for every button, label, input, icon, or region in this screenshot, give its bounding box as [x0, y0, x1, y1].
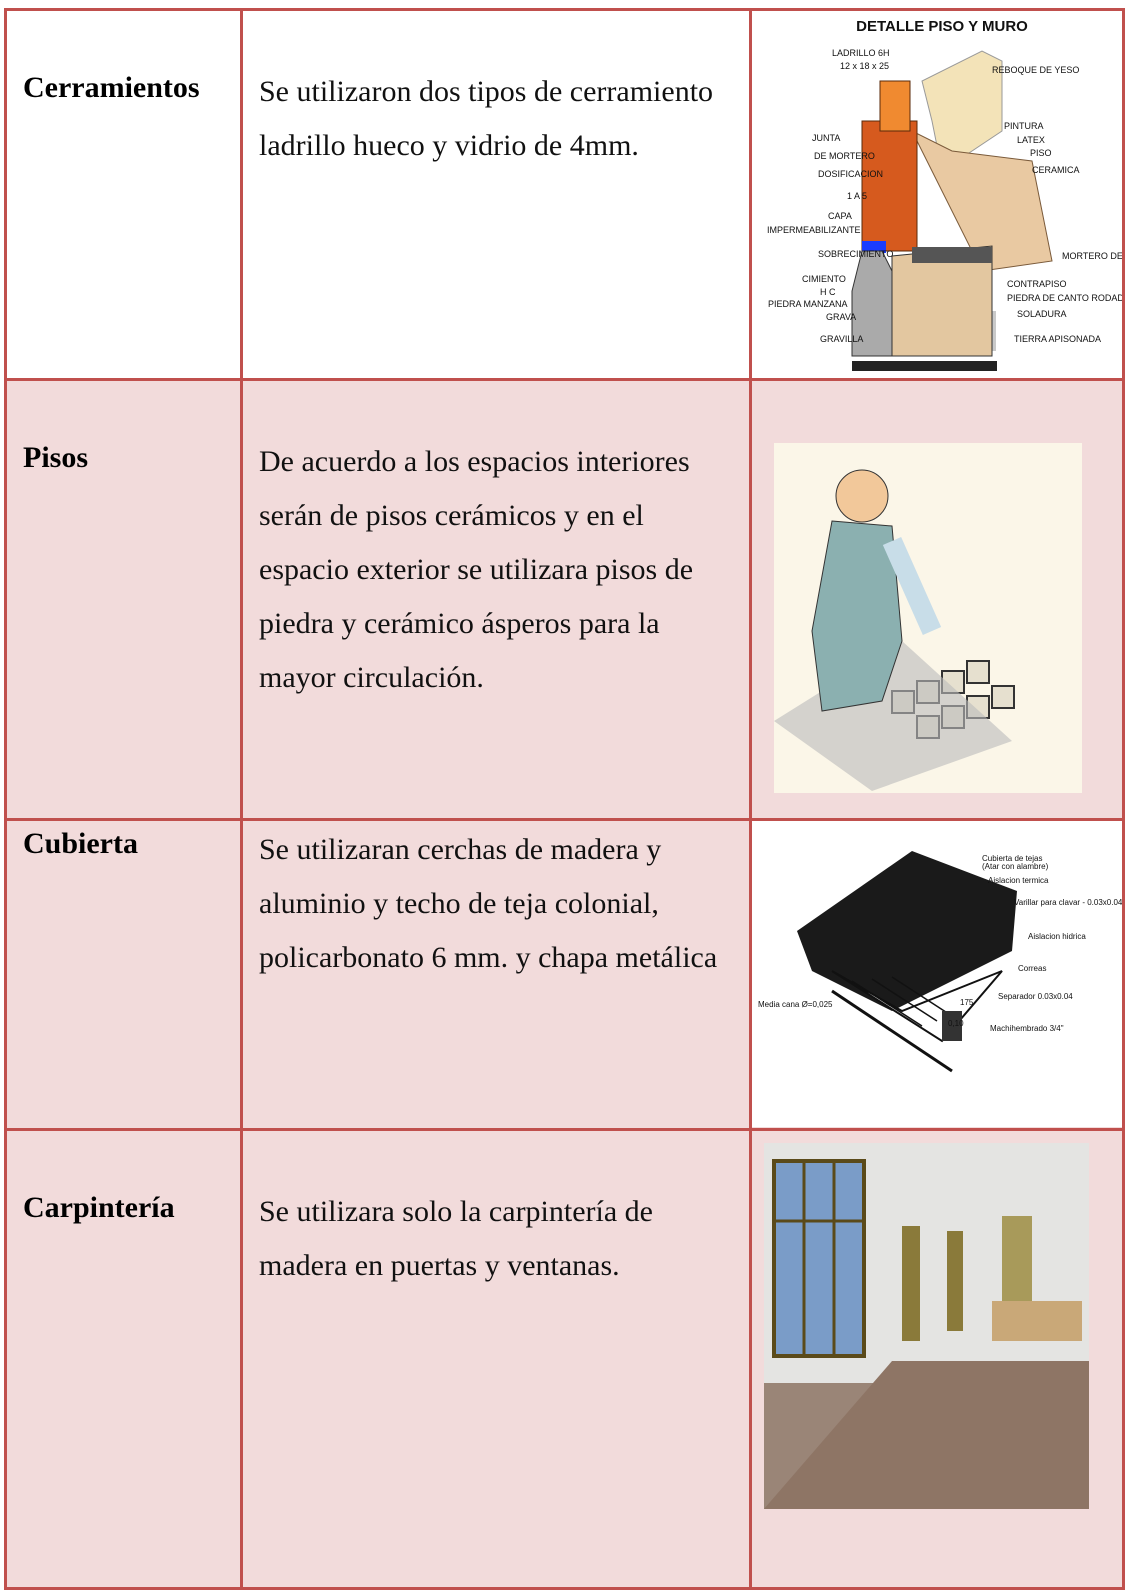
wall-floor-detail: DETALLE PISO Y MURO LADRILLO 6H 12 x 18 x … [767, 18, 1122, 371]
figure-label: JUNTA [812, 133, 840, 143]
row-description: Se utilizaron dos tipos de cerramiento l… [240, 8, 752, 381]
figure-label: Varillar para clavar - 0.03x0.04 [1014, 898, 1122, 907]
figure-label: Correas [1018, 964, 1046, 973]
row-label: Cubierta [4, 818, 243, 1131]
tiling-illustration [774, 443, 1082, 793]
figure-label: Separador 0.03x0.04 [998, 992, 1073, 1001]
figure-label: SOBRECIMIENTO [818, 249, 893, 259]
figure-label: GRAVILLA [820, 334, 863, 344]
figure-label: LATEX [1017, 135, 1045, 145]
row-label: Cerramientos [4, 8, 243, 381]
figure-label: 1 A 5 [847, 191, 867, 201]
figure-label: DE MORTERO [814, 151, 875, 161]
figure-label: PINTURA [1004, 121, 1044, 131]
table-row: Carpintería Se utilizara solo la carpint… [4, 1128, 1125, 1590]
figure-label: 0,10 [948, 1019, 964, 1028]
figure-label: GRAVA [826, 312, 856, 322]
figure-label: SOLADURA [1017, 309, 1067, 319]
figure-label: CIMIENTO [802, 274, 846, 284]
row-description: Se utilizara solo la carpintería de made… [240, 1128, 752, 1590]
row-label: Carpintería [4, 1128, 243, 1590]
table-row: Pisos De acuerdo a los espacios interior… [4, 378, 1125, 821]
figure-label: DETALLE PISO Y MURO [856, 18, 1028, 35]
figure-label: Machihembrado 3/4" [990, 1024, 1064, 1033]
row-description: Se utilizaran cerchas de madera y alumin… [240, 818, 752, 1131]
figure-label: 12 x 18 x 25 [840, 61, 889, 71]
figure-label: REBOQUE DE YESO [992, 65, 1079, 75]
figure-label: Aislacion termica [988, 876, 1049, 885]
figure-label: Media cana Ø=0,025 [758, 1000, 833, 1009]
document: Cerramientos Se utilizaron dos tipos de … [4, 8, 1125, 1590]
row-figure [749, 378, 1125, 821]
figure-label: PIEDRA MANZANA [768, 299, 848, 309]
figure-label: 175 [960, 998, 974, 1007]
figure-label: TIERRA APISONADA [1014, 334, 1101, 344]
materials-table: Cerramientos Se utilizaron dos tipos de … [4, 8, 1125, 1590]
table-row: Cerramientos Se utilizaron dos tipos de … [4, 8, 1125, 381]
figure-label: MORTERO DE CEMENTO [1062, 251, 1122, 261]
figure-label: PISO [1030, 148, 1052, 158]
figure-label: (Atar con alambre) [982, 862, 1049, 871]
roof-detail: Cubierta de tejas(Atar con alambre) Aisla… [752, 821, 1122, 1127]
figure-label: CAPA [828, 211, 852, 221]
figure-label: PIEDRA DE CANTO RODADO [1007, 293, 1122, 303]
row-figure: Cubierta de tejas (Atar con alambre) Aisla… [749, 818, 1125, 1131]
figure-label: CERAMICA [1032, 165, 1080, 175]
row-label: Pisos [4, 378, 243, 821]
figure-label: H C [820, 287, 836, 297]
figure-label: DOSIFICACION [818, 169, 883, 179]
row-description: De acuerdo a los espacios interiores ser… [240, 378, 752, 821]
table-row: Cubierta Se utilizaran cerchas de madera… [4, 818, 1125, 1131]
figure-label: Cubierta de tejas [982, 854, 1042, 863]
figure-label: Aislacion hidrica [1028, 932, 1086, 941]
row-figure [749, 1128, 1125, 1590]
corridor-render [764, 1143, 1089, 1509]
figure-label: CONTRAPISO [1007, 279, 1067, 289]
figure-label: IMPERMEABILIZANTE [767, 225, 861, 235]
figure-label: LADRILLO 6H [832, 48, 890, 58]
row-figure: DETALLE PISO Y MURO LADRILLO 6H 12 x 18 x … [749, 8, 1125, 381]
